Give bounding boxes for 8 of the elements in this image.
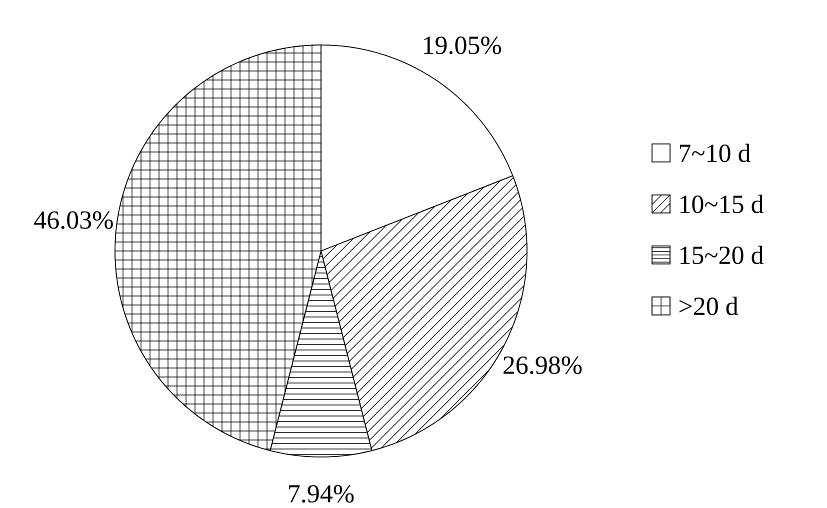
data-label: 46.03% — [34, 211, 113, 229]
legend-label: >20 d — [680, 296, 738, 316]
legend-label: 7~10 d — [680, 144, 750, 162]
data-label: 19.05% — [424, 36, 502, 54]
data-label: 7.94% — [289, 485, 354, 503]
legend-label: 15~20 d — [680, 246, 764, 264]
legend-label: 10~15 d — [680, 194, 764, 214]
data-label: 26.98% — [504, 356, 582, 374]
